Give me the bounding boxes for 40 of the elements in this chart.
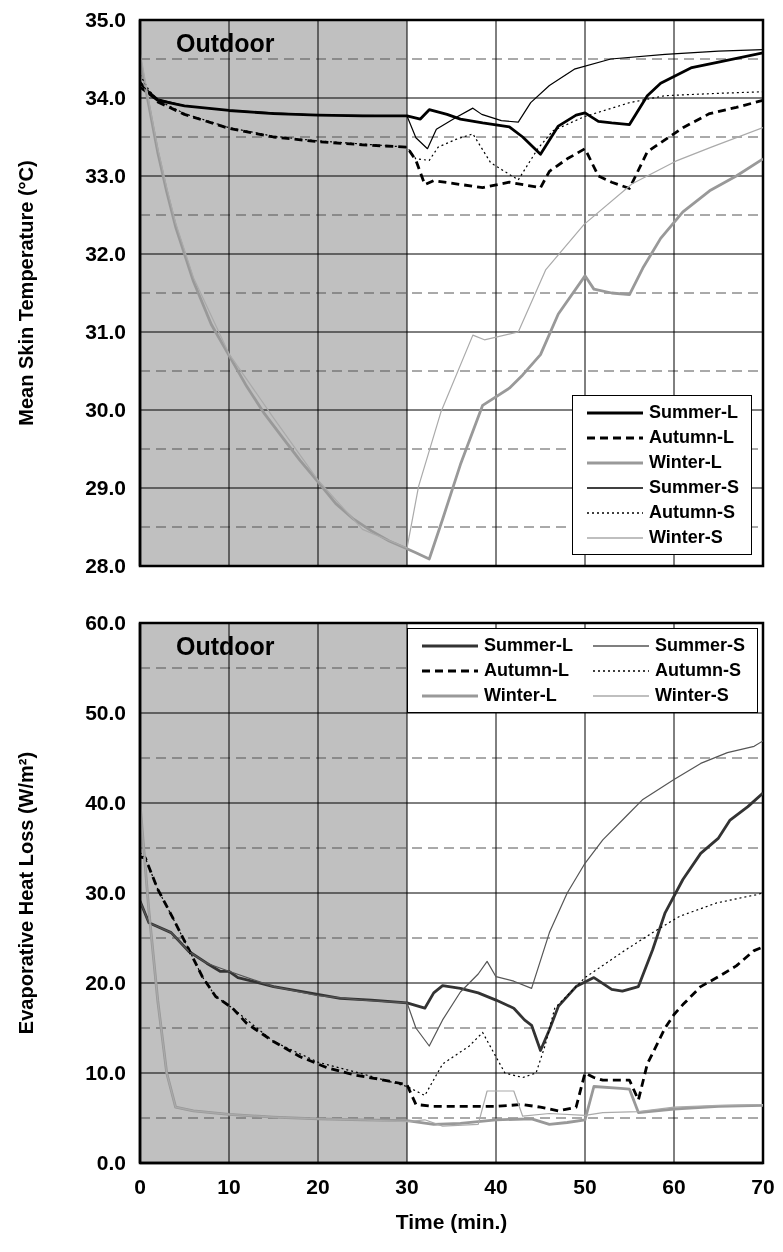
y-tick-label: 34.0 bbox=[85, 86, 126, 110]
band-label: Outdoor bbox=[176, 631, 275, 660]
y-tick-label: 31.0 bbox=[85, 320, 126, 344]
y-tick-label: 32.0 bbox=[85, 242, 126, 266]
x-tick-label: 20 bbox=[306, 1174, 330, 1198]
x-tick-label: 70 bbox=[751, 1174, 775, 1198]
y-tick-label: 33.0 bbox=[85, 164, 126, 188]
legend-label: Autumn-L bbox=[483, 660, 569, 681]
legend-label: Summer-L bbox=[648, 402, 738, 423]
legend-label: Autumn-L bbox=[648, 427, 734, 448]
y-tick-label: 50.0 bbox=[85, 701, 126, 725]
x-tick-label: 40 bbox=[484, 1174, 508, 1198]
y-tick-label: 30.0 bbox=[85, 398, 126, 422]
y-tick-label: 10.0 bbox=[85, 1061, 126, 1085]
y-tick-label: 20.0 bbox=[85, 971, 126, 995]
x-tick-label: 30 bbox=[395, 1174, 419, 1198]
x-tick-label: 60 bbox=[662, 1174, 686, 1198]
x-tick-label: 0 bbox=[134, 1174, 146, 1198]
y-axis-title: Mean Skin Temperature (°C) bbox=[15, 160, 38, 426]
x-tick-label: 10 bbox=[217, 1174, 241, 1198]
legend-label: Winter-L bbox=[648, 452, 722, 473]
y-tick-label: 30.0 bbox=[85, 881, 126, 905]
y-tick-label: 60.0 bbox=[85, 611, 126, 635]
legend-label: Winter-L bbox=[483, 685, 557, 706]
x-axis-title: Time (min.) bbox=[395, 1210, 508, 1233]
y-tick-label: 35.0 bbox=[85, 8, 126, 32]
y-tick-label: 40.0 bbox=[85, 791, 126, 815]
x-tick-label: 50 bbox=[573, 1174, 597, 1198]
legend-label: Winter-S bbox=[654, 685, 729, 706]
y-tick-label: 29.0 bbox=[85, 476, 126, 500]
legend-label: Summer-L bbox=[483, 635, 573, 656]
legend-label: Autumn-S bbox=[648, 502, 735, 523]
legend-label: Summer-S bbox=[648, 477, 739, 498]
y-axis-title: Evaporative Heat Loss (W/m²) bbox=[15, 751, 38, 1035]
y-tick-label: 0.0 bbox=[96, 1151, 126, 1175]
band-label: Outdoor bbox=[176, 28, 275, 57]
legend-label: Autumn-S bbox=[654, 660, 741, 681]
y-tick-label: 28.0 bbox=[85, 554, 126, 578]
legend-label: Winter-S bbox=[648, 527, 723, 548]
legend-label: Summer-S bbox=[654, 635, 745, 656]
